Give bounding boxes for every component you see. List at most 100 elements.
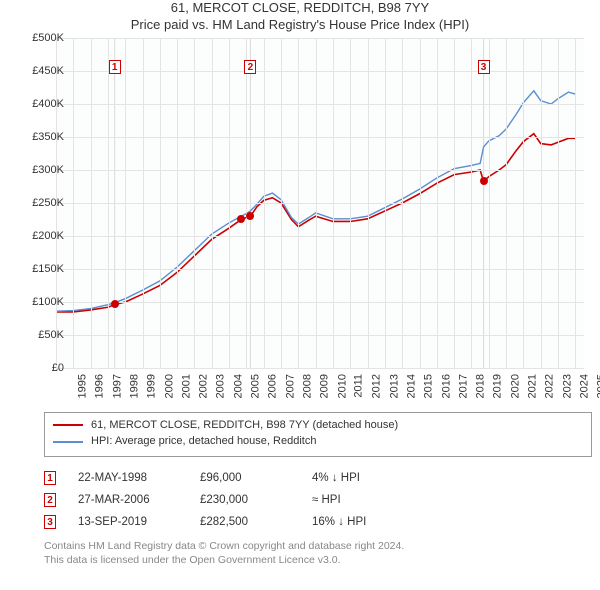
gridline (56, 137, 584, 138)
gridline (316, 38, 317, 368)
gridline (506, 38, 507, 368)
x-tick-label: 1999 (146, 374, 158, 398)
x-tick-label: 2023 (561, 374, 573, 398)
tx-marker-box: 2 (44, 493, 56, 507)
y-tick-label: £50K (14, 329, 64, 341)
gridline (212, 38, 213, 368)
gridline (194, 38, 195, 368)
tx-date: 22-MAY-1998 (78, 472, 178, 484)
chart-title: 61, MERCOT CLOSE, REDDITCH, B98 7YY (0, 0, 600, 17)
chart-plot-area: 1 2 3 (56, 38, 584, 368)
y-tick-label: £350K (14, 131, 64, 143)
gridline (229, 38, 230, 368)
legend-swatch (53, 441, 83, 443)
y-tick-label: £0 (14, 362, 64, 374)
gridline (264, 38, 265, 368)
x-tick-label: 2014 (405, 374, 417, 398)
tx-delta: ≈ HPI (312, 494, 422, 506)
gridline (385, 38, 386, 368)
y-tick-label: £250K (14, 197, 64, 209)
gridline (56, 104, 584, 105)
legend-label: 61, MERCOT CLOSE, REDDITCH, B98 7YY (det… (91, 417, 398, 434)
footer: Contains HM Land Registry data © Crown c… (44, 539, 592, 567)
legend: 61, MERCOT CLOSE, REDDITCH, B98 7YY (det… (44, 412, 592, 457)
gridline (177, 38, 178, 368)
x-tick-label: 2011 (353, 374, 365, 398)
x-tick-label: 2010 (336, 374, 348, 398)
x-tick-label: 2025 (596, 374, 600, 398)
sale-point (246, 212, 254, 220)
y-tick-label: £450K (14, 65, 64, 77)
gridline (489, 38, 490, 368)
x-tick-label: 2001 (180, 374, 192, 398)
sale-point (237, 215, 245, 223)
gridline (56, 302, 584, 303)
tx-marker-box: 1 (44, 471, 56, 485)
gridline (454, 38, 455, 368)
gridline (298, 38, 299, 368)
y-tick-label: £400K (14, 98, 64, 110)
tx-date: 13-SEP-2019 (78, 516, 178, 528)
table-row: 1 22-MAY-1998 £96,000 4% ↓ HPI (44, 467, 592, 489)
tx-date: 27-MAR-2006 (78, 494, 178, 506)
table-row: 3 13-SEP-2019 £282,500 16% ↓ HPI (44, 511, 592, 533)
x-tick-label: 2006 (267, 374, 279, 398)
chart-marker-box: 2 (244, 60, 256, 74)
x-tick-label: 2017 (457, 374, 469, 398)
y-tick-label: £150K (14, 263, 64, 275)
x-tick-label: 2018 (475, 374, 487, 398)
chart-subtitle: Price paid vs. HM Land Registry's House … (0, 17, 600, 34)
tx-delta: 4% ↓ HPI (312, 472, 422, 484)
chart-marker-box: 3 (478, 60, 490, 74)
gridline (56, 236, 584, 237)
x-tick-label: 1998 (128, 374, 140, 398)
gridline (281, 38, 282, 368)
x-tick-label: 2004 (232, 374, 244, 398)
gridline (402, 38, 403, 368)
x-tick-label: 2008 (302, 374, 314, 398)
x-tick-label: 1997 (111, 374, 123, 398)
gridline (143, 38, 144, 368)
x-tick-label: 2022 (544, 374, 556, 398)
gridline (91, 38, 92, 368)
legend-item: 61, MERCOT CLOSE, REDDITCH, B98 7YY (det… (53, 417, 583, 434)
tx-marker-box: 3 (44, 515, 56, 529)
gridline (56, 71, 584, 72)
tx-delta: 16% ↓ HPI (312, 516, 422, 528)
footer-line: This data is licensed under the Open Gov… (44, 553, 592, 567)
x-tick-label: 2003 (215, 374, 227, 398)
legend-item: HPI: Average price, detached house, Redd… (53, 433, 583, 450)
gridline (471, 38, 472, 368)
y-tick-label: £100K (14, 296, 64, 308)
x-tick-label: 2024 (579, 374, 591, 398)
x-tick-label: 2002 (198, 374, 210, 398)
x-tick-label: 2015 (423, 374, 435, 398)
gridline (333, 38, 334, 368)
x-tick-label: 2021 (527, 374, 539, 398)
x-tick-label: 2019 (492, 374, 504, 398)
gridline (420, 38, 421, 368)
sale-point (111, 300, 119, 308)
gridline (437, 38, 438, 368)
gridline (56, 203, 584, 204)
sale-point (480, 177, 488, 185)
gridline (56, 170, 584, 171)
tx-price: £96,000 (200, 472, 290, 484)
gridline (56, 269, 584, 270)
y-tick-label: £500K (14, 32, 64, 44)
x-tick-label: 2013 (388, 374, 400, 398)
legend-swatch (53, 424, 83, 426)
y-tick-label: £300K (14, 164, 64, 176)
x-tick-label: 2012 (371, 374, 383, 398)
chart-marker-box: 1 (109, 60, 121, 74)
tx-price: £282,500 (200, 516, 290, 528)
tx-price: £230,000 (200, 494, 290, 506)
gridline (558, 38, 559, 368)
gridline (73, 38, 74, 368)
x-tick-label: 1996 (94, 374, 106, 398)
gridline (368, 38, 369, 368)
x-tick-label: 2007 (284, 374, 296, 398)
table-row: 2 27-MAR-2006 £230,000 ≈ HPI (44, 489, 592, 511)
gridline (125, 38, 126, 368)
x-tick-label: 2000 (163, 374, 175, 398)
